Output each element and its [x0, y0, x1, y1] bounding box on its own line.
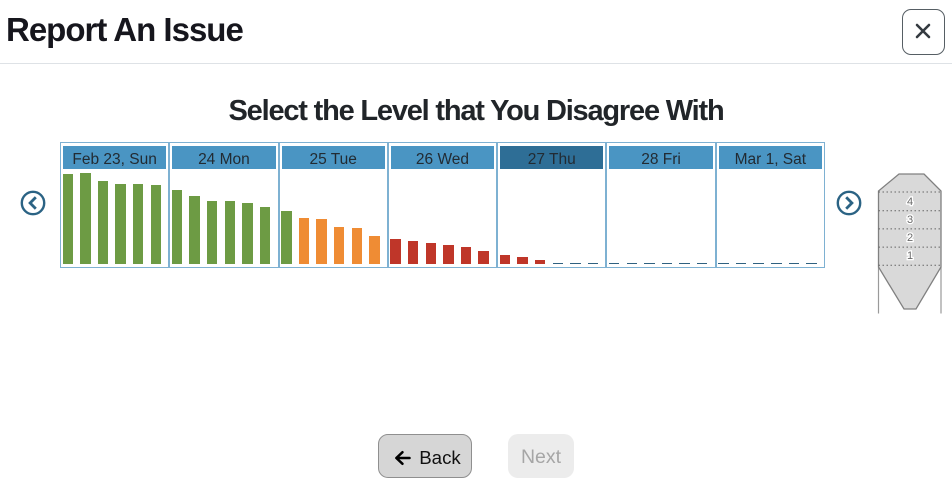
svg-text:1: 1: [907, 250, 913, 262]
svg-text:4: 4: [907, 196, 913, 208]
svg-text:2: 2: [907, 232, 913, 244]
svg-text:3: 3: [907, 214, 913, 226]
